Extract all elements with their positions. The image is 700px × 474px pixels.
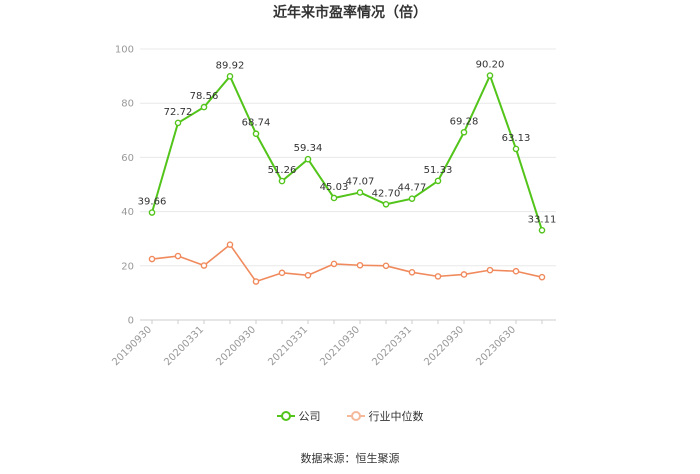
x-tick-label: 20220331 [370,324,414,368]
series-1-point [304,271,312,279]
series-1-point [356,261,364,269]
series-0-point [174,119,182,127]
series-0-point [460,128,468,136]
data-label: 63.13 [502,133,531,144]
series-0-point [434,177,442,185]
series-1-point [460,271,468,278]
series-1-point [148,255,156,263]
data-label: 78.56 [190,91,219,102]
data-label: 51.26 [268,165,297,176]
data-label: 42.70 [372,188,401,199]
series-1-point [408,269,416,276]
legend-label-company: 公司 [298,410,321,423]
legend-swatch-industry-median [346,411,365,421]
series-line-0 [151,74,543,231]
series-0-point [304,155,312,163]
series-1-point [252,278,260,285]
data-label: 90.20 [476,60,505,71]
series-1-point [382,262,390,270]
series-0-point [252,130,260,138]
data-label: 39.66 [138,197,167,208]
series-0-point [330,194,338,202]
legend-item-industry-median[interactable]: 行业中位数 [346,408,424,424]
series-0-point [382,200,390,208]
series-0-point [486,72,494,79]
data-label: 33.11 [528,214,557,225]
series-0-point [512,145,520,153]
x-tick-label: 20230630 [474,324,518,368]
series-0-point [538,226,546,234]
series-1-point [434,273,442,280]
legend-swatch-company [276,411,295,421]
series-0-point [148,209,156,216]
legend-item-company[interactable]: 公司 [276,408,321,424]
series-1-point [486,266,494,274]
x-tick-label: 20190930 [110,324,154,368]
series-1-point [226,241,234,248]
series-line-1 [151,243,543,283]
series-0-point [200,103,208,111]
series-0-point [408,195,416,202]
series-1-point [200,262,208,269]
x-tick-label: 20210930 [318,324,362,368]
y-tick-label: 40 [121,207,134,218]
data-label: 47.07 [346,176,375,187]
legend-label-industry-median: 行业中位数 [368,410,424,423]
x-tick-label: 20200331 [162,324,206,368]
y-tick-label: 60 [121,153,134,164]
y-tick-label: 80 [121,99,134,110]
source-note: 数据来源：恒生聚源 [300,452,400,465]
series-1-point [538,273,546,281]
series-0-point [226,73,234,80]
series-0-point [278,177,286,185]
y-tick-label: 20 [121,261,134,272]
data-label: 45.03 [320,182,349,193]
data-label: 51.33 [424,165,453,176]
legend: 公司 行业中位数 [0,408,700,424]
y-tick-label: 0 [128,316,134,327]
series-1-point [330,260,338,268]
x-tick-label: 20200930 [214,324,258,368]
series-0-point [356,189,364,196]
series-1-point [512,267,520,275]
data-label: 59.34 [294,143,323,154]
y-tick-label: 100 [115,45,134,56]
x-tick-label: 20210331 [266,324,310,368]
data-label: 89.92 [216,60,245,71]
series-1-point [278,269,286,277]
data-label: 72.72 [164,107,193,118]
data-label: 69.28 [450,116,479,127]
x-tick-label: 20220930 [422,324,466,368]
series-1-point [174,252,182,260]
data-label: 68.74 [242,118,271,129]
chart-title: 近年来市盈率情况（倍） [273,5,427,21]
data-label: 44.77 [398,183,427,194]
